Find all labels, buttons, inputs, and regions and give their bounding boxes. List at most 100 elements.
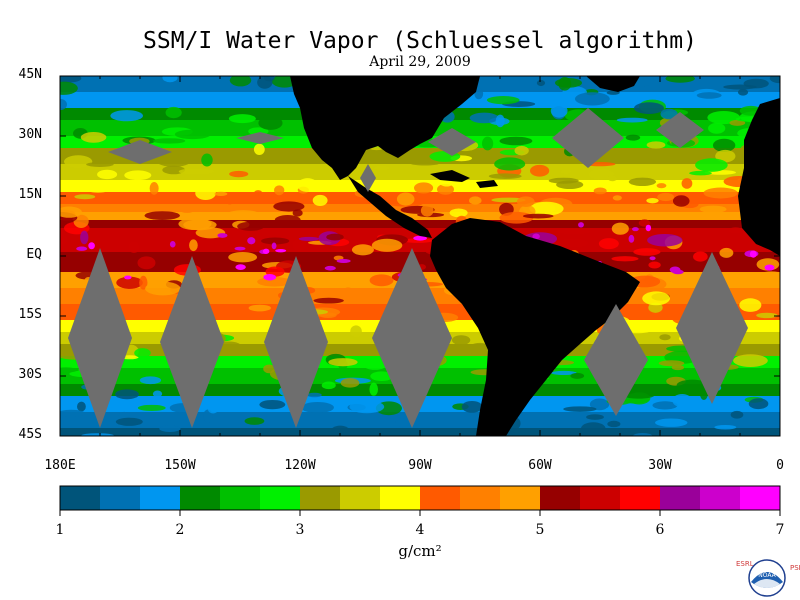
vapor-patch xyxy=(514,145,529,156)
vapor-patch xyxy=(115,417,143,426)
no-data-swath xyxy=(108,140,172,164)
vapor-patch xyxy=(469,112,499,124)
vapor-patch xyxy=(81,433,114,436)
vapor-patch xyxy=(128,241,140,253)
no-data-swath xyxy=(428,128,476,156)
vapor-patch xyxy=(733,354,768,367)
colorbar-swatch xyxy=(100,486,141,510)
north-america-land xyxy=(290,76,480,180)
vapor-patch xyxy=(60,430,69,436)
noaa-badge-icon: NOAA xyxy=(748,559,786,597)
vapor-patch xyxy=(137,256,156,270)
vapor-patch xyxy=(557,228,591,235)
vapor-patch xyxy=(625,134,641,141)
vapor-patch xyxy=(607,420,621,428)
vapor-peak xyxy=(217,233,228,238)
vapor-patch xyxy=(607,175,618,182)
vapor-patch xyxy=(657,192,675,202)
vapor-patch xyxy=(696,92,722,99)
vapor-band xyxy=(60,216,780,221)
vapor-peak xyxy=(578,222,584,228)
vapor-band xyxy=(60,220,780,225)
vapor-patch xyxy=(563,406,597,412)
vapor-patch xyxy=(570,372,585,379)
vapor-peak xyxy=(336,259,351,264)
lat-tick-label: 15S xyxy=(18,307,42,322)
vapor-patch xyxy=(82,182,114,193)
vapor-patch xyxy=(189,239,198,252)
colorbar xyxy=(59,485,781,516)
vapor-patch xyxy=(550,103,568,118)
vapor-peak xyxy=(124,275,132,280)
vapor-patch xyxy=(292,209,303,217)
lat-tick-label: 45N xyxy=(18,67,42,82)
vapor-patch xyxy=(201,153,213,167)
vapor-patch xyxy=(486,96,520,105)
lon-tick-label: 120W xyxy=(284,458,316,473)
vapor-patch xyxy=(516,196,535,207)
vapor-band xyxy=(60,252,780,257)
vapor-patch xyxy=(672,393,692,408)
vapor-patch xyxy=(274,215,301,225)
no-data-swath xyxy=(360,164,376,192)
vapor-peak xyxy=(263,274,277,281)
noaa-esrl-psd-logo: ESRL NOAA PSD xyxy=(736,558,800,598)
vapor-patch xyxy=(116,276,143,289)
vapor-patch xyxy=(499,211,534,224)
central-america-land xyxy=(348,176,432,238)
vapor-peak xyxy=(649,256,656,261)
map-date: April 29, 2009 xyxy=(369,54,471,70)
vapor-band xyxy=(60,148,780,153)
colorbar-tick-label: 3 xyxy=(295,522,305,538)
hispaniola-island xyxy=(476,180,498,188)
vapor-patch xyxy=(729,119,746,126)
vapor-patch xyxy=(719,247,734,258)
vapor-peak xyxy=(76,246,88,251)
colorbar-swatch xyxy=(500,486,541,510)
vapor-band xyxy=(60,416,780,421)
vapor-patch xyxy=(556,238,589,248)
vapor-patch xyxy=(253,143,265,155)
vapor-patch xyxy=(728,227,743,234)
lat-tick-label: 30N xyxy=(18,127,42,142)
vapor-band xyxy=(60,256,780,261)
vapor-band xyxy=(60,260,780,265)
vapor-patch xyxy=(703,187,738,199)
vapor-patch xyxy=(254,190,263,196)
vapor-patch xyxy=(633,432,653,436)
lon-tick-label: 90W xyxy=(408,458,432,473)
vapor-patch xyxy=(548,177,579,184)
greenland-land xyxy=(586,76,640,92)
vapor-peak xyxy=(262,248,270,254)
vapor-patch xyxy=(297,178,319,193)
africa-land xyxy=(738,98,780,256)
vapor-peak xyxy=(247,237,256,245)
vapor-patch xyxy=(449,208,468,218)
vapor-peak xyxy=(632,227,639,232)
vapor-patch xyxy=(207,207,228,212)
vapor-patch xyxy=(656,183,667,189)
vapor-patch xyxy=(351,244,374,256)
psd-letters: PSD xyxy=(790,564,800,572)
vapor-patch xyxy=(737,88,749,96)
vapor-patch xyxy=(110,110,144,122)
vapor-patch xyxy=(74,194,96,200)
vapor-patch xyxy=(739,298,762,312)
vapor-patch xyxy=(529,164,550,177)
vapor-patch xyxy=(689,170,712,176)
vapor-patch xyxy=(207,404,219,414)
vapor-patch xyxy=(693,251,708,262)
vapor-band xyxy=(60,196,780,201)
vapor-patch xyxy=(178,168,215,175)
vapor-patch xyxy=(495,114,505,128)
vapor-patch xyxy=(326,233,344,241)
vapor-band xyxy=(60,152,780,157)
colorbar-swatch xyxy=(340,486,381,510)
vapor-patch xyxy=(60,81,78,95)
vapor-band xyxy=(60,176,780,181)
vapor-patch xyxy=(162,76,178,83)
vapor-band xyxy=(60,244,780,249)
vapor-patch xyxy=(261,237,290,245)
vapor-patch xyxy=(558,77,572,91)
vapor-patch xyxy=(229,76,252,87)
